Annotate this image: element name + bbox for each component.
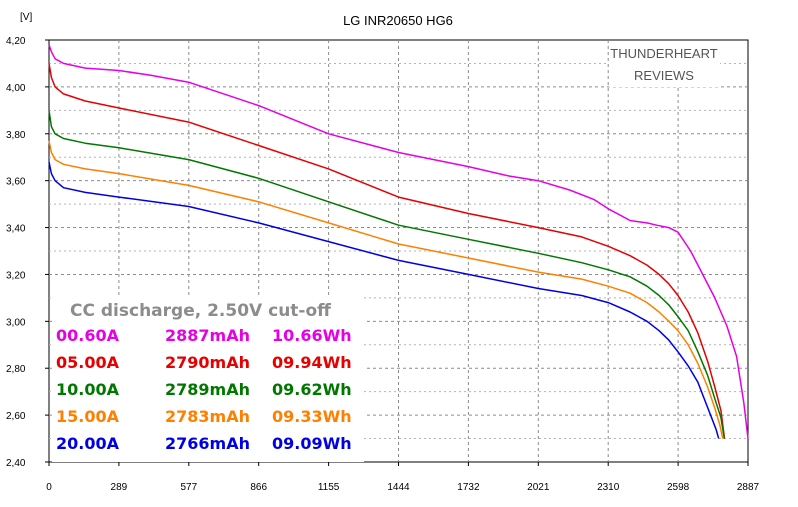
- legend-capacity: 2789mAh: [165, 380, 250, 399]
- x-tick-label: 1732: [457, 482, 480, 493]
- legend-current: 00.60A: [56, 326, 120, 345]
- x-tick-label: 0: [46, 482, 52, 493]
- legend-energy: 09.09Wh: [272, 434, 352, 453]
- watermark-line-2: REVIEWS: [634, 68, 694, 83]
- legend-background: [52, 296, 364, 462]
- legend-energy: 09.33Wh: [272, 407, 352, 426]
- y-tick-label: 4,00: [6, 83, 26, 94]
- series-line-2000a: [48, 161, 720, 439]
- y-tick-label: 3,60: [6, 177, 26, 188]
- y-ticks: 2,40 2,60 2,80 3,00 3,20 3,40 3,60 3,80 4,00 4,20: [6, 36, 49, 469]
- legend-energy: 10.66Wh: [272, 326, 352, 345]
- y-tick-label: 3,00: [6, 317, 26, 328]
- legend-energy: 09.62Wh: [272, 380, 352, 399]
- y-tick-label: 2,80: [6, 364, 26, 375]
- series-line-1000a: [48, 110, 726, 439]
- chart-title: LG INR20650 HG6: [343, 13, 453, 28]
- legend-capacity: 2766mAh: [165, 434, 250, 453]
- watermark-line-1: THUNDERHEART: [610, 46, 717, 61]
- x-tick-label: 2887: [737, 482, 760, 493]
- y-tick-label: 3,20: [6, 270, 26, 281]
- x-tick-label: 866: [250, 482, 267, 493]
- y-axis-label: [V]: [20, 12, 32, 23]
- legend-current: 10.00A: [56, 380, 120, 399]
- x-tick-label: 1155: [318, 482, 340, 493]
- series-line-1500a: [48, 140, 724, 439]
- legend-capacity: 2783mAh: [165, 407, 250, 426]
- series-lines: [48, 44, 749, 439]
- legend-energy: 09.94Wh: [272, 353, 352, 372]
- chart-annotation: CC discharge, 2.50V cut-off: [70, 301, 331, 321]
- legend: CC discharge, 2.50V cut-off 00.60A 2887mA…: [52, 296, 364, 462]
- y-tick-label: 3,40: [6, 224, 26, 235]
- watermark-box: THUNDERHEART REVIEWS: [609, 41, 720, 87]
- x-ticks: 0 289 577 866 1155 1444 1732 2021 2310 2598 2887: [46, 462, 760, 493]
- legend-current: 20.00A: [56, 434, 120, 453]
- x-tick-label: 2598: [667, 482, 690, 493]
- x-tick-label: 577: [180, 482, 197, 493]
- legend-capacity: 2790mAh: [165, 353, 250, 372]
- y-tick-label: 3,80: [6, 130, 26, 141]
- watermark-background: [609, 41, 720, 87]
- x-tick-label: 289: [111, 482, 128, 493]
- y-tick-label: 2,60: [6, 411, 26, 422]
- x-tick-label: 2310: [597, 482, 620, 493]
- legend-current: 15.00A: [56, 407, 120, 426]
- series-line-0060a: [48, 44, 749, 439]
- series-line-0500a: [48, 63, 726, 439]
- legend-capacity: 2887mAh: [165, 326, 250, 345]
- x-tick-label: 1444: [387, 482, 410, 493]
- x-tick-label: 2021: [527, 482, 550, 493]
- y-tick-label: 4,20: [6, 36, 26, 47]
- y-tick-label: 2,40: [6, 458, 26, 469]
- legend-current: 05.00A: [56, 353, 120, 372]
